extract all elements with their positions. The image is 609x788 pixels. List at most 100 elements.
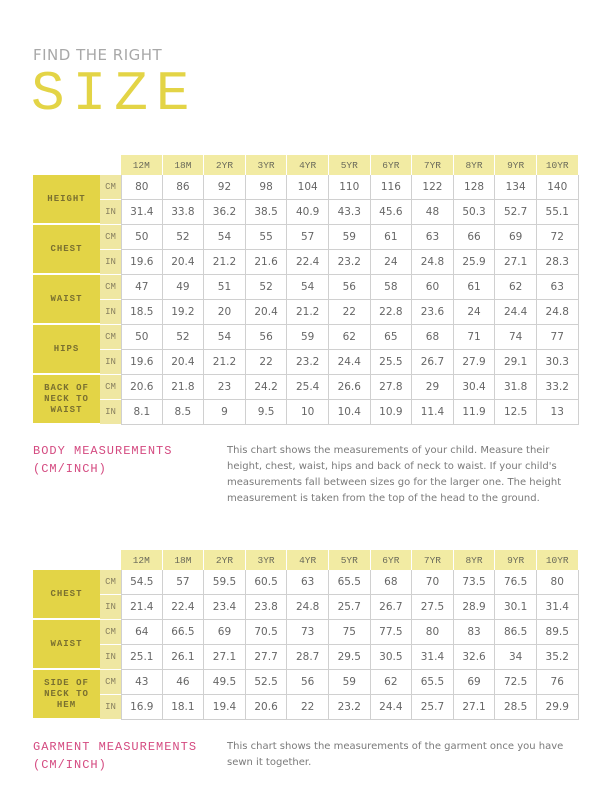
value-cell: 57: [162, 570, 205, 595]
value-cell: 36.2: [204, 200, 246, 225]
value-cell: 38.5: [245, 200, 288, 225]
value-cell: 59: [328, 225, 371, 250]
value-cell: 54: [287, 275, 329, 300]
unit-label: CM: [100, 225, 121, 250]
table-row: WAIST CM 64 66.5 69 70.5 73 75 77.5 80 83 86.5 89.5: [33, 620, 579, 670]
value-cell: 61: [370, 225, 413, 250]
value-cell: 64: [121, 620, 163, 645]
unit-label: IN: [100, 595, 121, 620]
value-cell: 52.7: [495, 200, 537, 225]
measurement-label: WAIST: [33, 620, 100, 670]
measurement-label: HEIGHT: [33, 175, 100, 225]
unit-label: CM: [100, 175, 121, 200]
value-cell: 116: [370, 175, 413, 200]
value-cell: 58: [370, 275, 413, 300]
value-cell: 19.2: [162, 300, 205, 325]
value-cell: 32.6: [453, 645, 496, 670]
value-cell: 50: [121, 225, 163, 250]
size-header: 8YR: [453, 155, 496, 175]
value-cell: 62: [328, 325, 371, 350]
value-cell: 19.4: [204, 695, 246, 720]
value-cell: 70.5: [245, 620, 288, 645]
value-cell: 49.5: [204, 670, 246, 695]
value-cell: 86: [162, 175, 205, 200]
value-cell: 20.6: [245, 695, 288, 720]
value-cell: 59.5: [204, 570, 246, 595]
value-cell: 8.1: [121, 400, 163, 425]
unit-label: CM: [100, 570, 121, 595]
value-cell: 27.8: [370, 375, 413, 400]
value-cell: 54.5: [121, 570, 163, 595]
size-header: 5YR: [328, 155, 371, 175]
table-row: IN 18.5 19.2 20 20.4 21.2 22 22.8 23.6 24 24.4 24.8: [33, 300, 579, 325]
value-cell: 30.4: [453, 375, 496, 400]
value-cell: 30.5: [370, 645, 413, 670]
value-cell: 140: [536, 175, 579, 200]
value-cell: 22.8: [370, 300, 413, 325]
value-cell: 77.5: [370, 620, 413, 645]
value-cell: 27.7: [245, 645, 288, 670]
value-cell: 76.5: [495, 570, 537, 595]
value-cell: 10.9: [370, 400, 413, 425]
blank-corner: [33, 550, 121, 570]
value-cell: 52: [162, 225, 205, 250]
value-cell: 50: [121, 325, 163, 350]
value-cell: 13: [536, 400, 579, 425]
value-cell: 80: [536, 570, 579, 595]
value-cell: 56: [245, 325, 288, 350]
value-cell: 23.4: [204, 595, 246, 620]
value-cell: 89.5: [536, 620, 579, 645]
value-cell: 60: [412, 275, 454, 300]
value-cell: 19.6: [121, 350, 163, 375]
value-cell: 65.5: [412, 670, 454, 695]
value-cell: 11.9: [453, 400, 496, 425]
size-header: 4YR: [287, 550, 329, 570]
value-cell: 54: [204, 225, 246, 250]
value-cell: 92: [204, 175, 246, 200]
value-cell: 33.8: [162, 200, 205, 225]
value-cell: 9.5: [245, 400, 288, 425]
value-cell: 25.9: [453, 250, 496, 275]
value-cell: 35.2: [536, 645, 579, 670]
unit-label: IN: [100, 200, 121, 225]
header-row: 12M 18M 2YR 3YR 4YR 5YR 6YR 7YR 8YR 9YR 10YR: [33, 155, 579, 175]
value-cell: 29: [412, 375, 454, 400]
title-unit: (CM/INCH): [33, 758, 107, 772]
value-cell: 110: [328, 175, 371, 200]
value-cell: 63: [536, 275, 579, 300]
value-cell: 72: [536, 225, 579, 250]
value-cell: 45.6: [370, 200, 413, 225]
value-cell: 28.9: [453, 595, 496, 620]
value-cell: 28.3: [536, 250, 579, 275]
value-cell: 69: [204, 620, 246, 645]
size-header: 10YR: [536, 550, 579, 570]
value-cell: 80: [412, 620, 454, 645]
value-cell: 29.5: [328, 645, 371, 670]
measurement-label: BACK OF NECK TO WAIST: [33, 375, 100, 425]
page-title: SIZE: [31, 62, 198, 126]
value-cell: 31.4: [412, 645, 454, 670]
size-header: 3YR: [245, 155, 288, 175]
measurement-label: HIPS: [33, 325, 100, 375]
value-cell: 34: [495, 645, 537, 670]
value-cell: 20.6: [121, 375, 163, 400]
value-cell: 134: [495, 175, 537, 200]
size-header: 4YR: [287, 155, 329, 175]
value-cell: 24: [370, 250, 413, 275]
unit-label: IN: [100, 645, 121, 670]
value-cell: 72.5: [495, 670, 537, 695]
measurement-label: WAIST: [33, 275, 100, 325]
value-cell: 62: [495, 275, 537, 300]
value-cell: 43.3: [328, 200, 371, 225]
value-cell: 75: [328, 620, 371, 645]
value-cell: 24.8: [412, 250, 454, 275]
value-cell: 11.4: [412, 400, 454, 425]
title-unit: (CM/INCH): [33, 462, 107, 476]
size-header: 2YR: [204, 155, 246, 175]
value-cell: 46: [162, 670, 205, 695]
table-row: HEIGHT CM 80 86 92 98 104 110 116 122 128 134 140: [33, 175, 579, 225]
value-cell: 54: [204, 325, 246, 350]
value-cell: 21.2: [287, 300, 329, 325]
unit-label: IN: [100, 695, 121, 720]
unit-label: IN: [100, 300, 121, 325]
